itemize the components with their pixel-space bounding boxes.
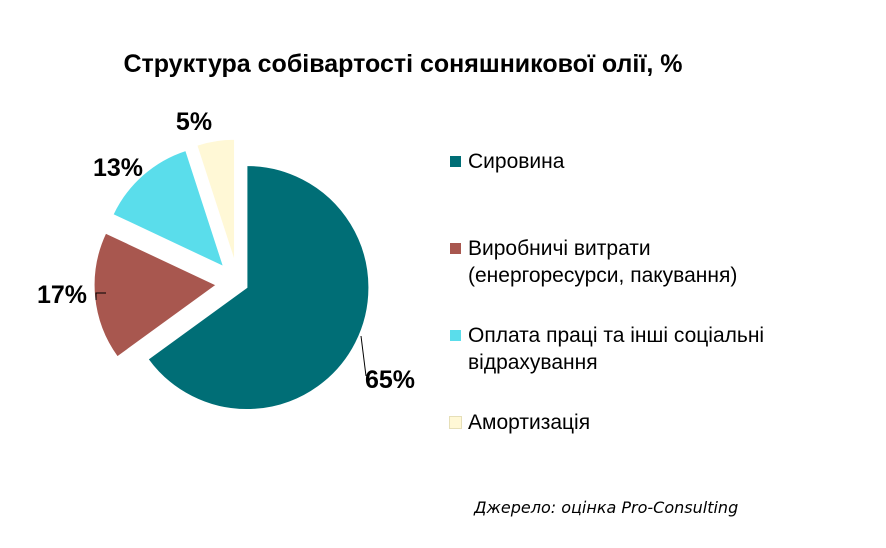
data-label-raw-materials: 65%	[365, 366, 415, 394]
leader-line-raw-materials	[360, 335, 367, 377]
leader-line-production-costs	[95, 292, 106, 300]
legend-label-depreciation: Амортизація	[468, 411, 591, 434]
chart-legend: Сировина Виробничі витрати (енергоресурс…	[449, 0, 880, 548]
legend-swatch-raw-materials	[450, 156, 461, 167]
data-label-production-costs: 17%	[37, 281, 87, 309]
data-label-depreciation: 5%	[176, 108, 212, 136]
legend-swatch-labor	[450, 330, 461, 341]
chart-title: Структура собівартості соняшникової олії…	[123, 50, 683, 78]
legend-item-depreciation: Амортизація	[449, 409, 668, 436]
legend-item-production-costs: Виробничі витрати (енергоресурси, пакува…	[450, 235, 808, 289]
pie-slice-raw-materials	[147, 165, 370, 411]
legend-swatch-depreciation	[449, 416, 462, 429]
legend-label-raw-materials: Сировина	[468, 150, 565, 173]
legend-label-production-costs: Виробничі витрати (енергоресурси, пакува…	[468, 237, 738, 287]
source-note: Джерело: оцінка Pro-Consulting	[474, 498, 739, 517]
pie-slice-production-costs	[93, 232, 218, 358]
legend-label-labor: Оплата праці та інші соціальні відрахува…	[468, 324, 765, 374]
legend-swatch-production-costs	[450, 243, 461, 254]
legend-item-raw-materials: Сировина	[450, 148, 648, 175]
legend-item-labor: Оплата праці та інші соціальні відрахува…	[450, 322, 828, 376]
data-label-labor: 13%	[93, 154, 143, 182]
pie-slice-depreciation	[196, 138, 236, 262]
pie-slice-labor	[112, 149, 225, 268]
